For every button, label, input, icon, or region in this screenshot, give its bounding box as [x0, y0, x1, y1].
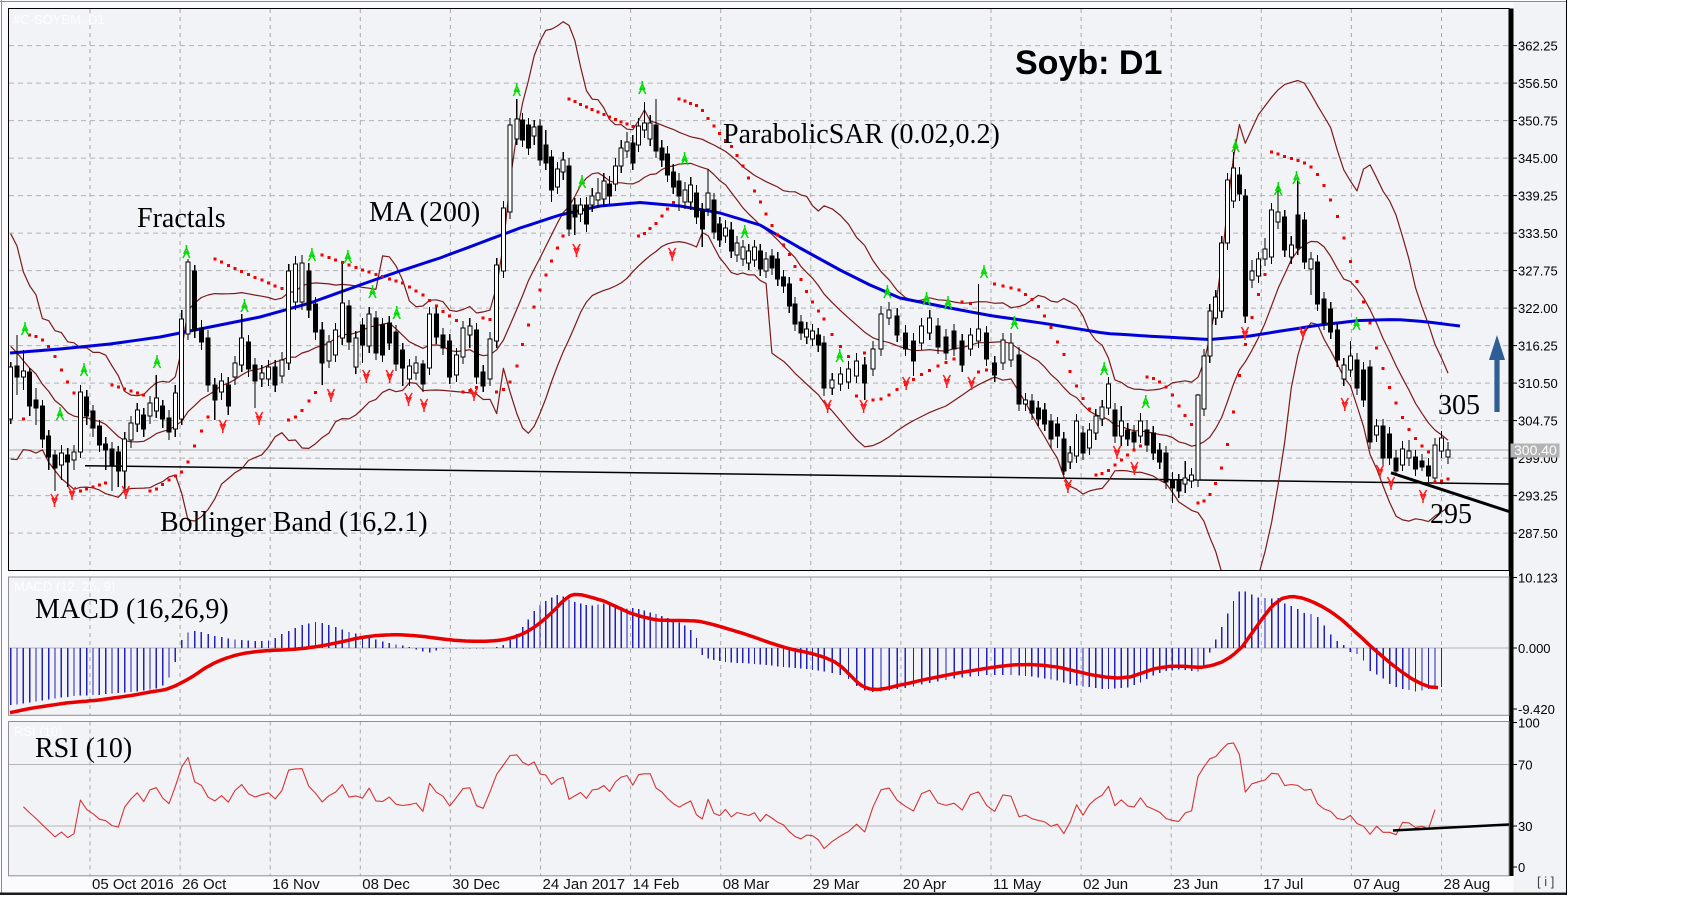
svg-text:-9.420: -9.420	[1518, 702, 1555, 717]
svg-text:24 Jan 2017: 24 Jan 2017	[543, 876, 626, 893]
svg-text:0: 0	[1518, 860, 1525, 875]
svg-text:20 Apr: 20 Apr	[903, 876, 946, 893]
svg-text:26 Oct: 26 Oct	[182, 876, 227, 893]
svg-text:30: 30	[1518, 819, 1532, 834]
svg-text:02 Jun: 02 Jun	[1083, 876, 1128, 893]
svg-text:10.123: 10.123	[1518, 571, 1558, 586]
svg-text:295: 295	[1430, 499, 1472, 530]
svg-text:339.25: 339.25	[1518, 189, 1558, 204]
svg-text:304.75: 304.75	[1518, 414, 1558, 429]
svg-text:RSI (10): RSI (10)	[35, 733, 132, 764]
svg-text:14 Feb: 14 Feb	[633, 876, 680, 893]
svg-text:28 Aug: 28 Aug	[1444, 876, 1491, 893]
svg-text:17 Jul: 17 Jul	[1263, 876, 1303, 893]
svg-text:305: 305	[1438, 390, 1480, 421]
svg-text:08 Dec: 08 Dec	[362, 876, 410, 893]
svg-text:322.00: 322.00	[1518, 301, 1558, 316]
svg-text:08 Mar: 08 Mar	[723, 876, 770, 893]
svg-text:333.50: 333.50	[1518, 226, 1558, 241]
svg-text:70: 70	[1518, 758, 1532, 773]
svg-text:0.000: 0.000	[1518, 641, 1551, 656]
svg-text:11 May: 11 May	[993, 876, 1042, 893]
svg-text:316.25: 316.25	[1518, 339, 1558, 354]
svg-text:356.50: 356.50	[1518, 76, 1558, 91]
svg-text:293.25: 293.25	[1518, 489, 1558, 504]
svg-text:100: 100	[1518, 716, 1540, 731]
svg-text:MACD (16,26,9): MACD (16,26,9)	[35, 594, 229, 625]
svg-text:310.50: 310.50	[1518, 376, 1558, 391]
svg-text:16 Nov: 16 Nov	[272, 876, 320, 893]
svg-text:287.50: 287.50	[1518, 526, 1558, 541]
svg-text:Bollinger Band (16,2.1): Bollinger Band (16,2.1)	[160, 507, 428, 538]
svg-text:07 Aug: 07 Aug	[1353, 876, 1400, 893]
svg-text:[ i ]: [ i ]	[1537, 874, 1554, 889]
svg-text:05 Oct 2016: 05 Oct 2016	[92, 876, 174, 893]
svg-text:327.75: 327.75	[1518, 264, 1558, 279]
svg-text:30 Dec: 30 Dec	[452, 876, 500, 893]
svg-text:29 Mar: 29 Mar	[813, 876, 860, 893]
svg-text:Soyb: D1: Soyb: D1	[1015, 44, 1162, 82]
svg-text:362.25: 362.25	[1518, 39, 1558, 54]
svg-text:RSI (10): RSI (10)	[14, 724, 62, 739]
svg-text:300.40: 300.40	[1514, 442, 1557, 458]
svg-text:MA (200): MA (200)	[369, 197, 480, 228]
svg-text:Fractals: Fractals	[137, 203, 226, 234]
svg-text:MACD (12, 26, 9): MACD (12, 26, 9)	[14, 579, 115, 594]
svg-text:345.00: 345.00	[1518, 151, 1558, 166]
svg-text:ParabolicSAR (0.02,0.2): ParabolicSAR (0.02,0.2)	[723, 119, 1000, 150]
svg-text:#C-SOYBM, D1: #C-SOYBM, D1	[13, 12, 105, 27]
svg-text:350.75: 350.75	[1518, 114, 1558, 129]
svg-text:23 Jun: 23 Jun	[1173, 876, 1218, 893]
